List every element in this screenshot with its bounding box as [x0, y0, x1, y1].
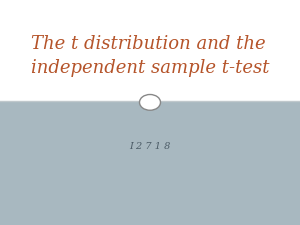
Bar [0, 0, 300, 101]
Bar [0, 101, 300, 225]
Text: I 2 7 1 8: I 2 7 1 8 [129, 142, 171, 151]
Text: The t distribution and the
independent sample t-test: The t distribution and the independent s… [31, 36, 269, 77]
Circle shape [140, 94, 160, 110]
